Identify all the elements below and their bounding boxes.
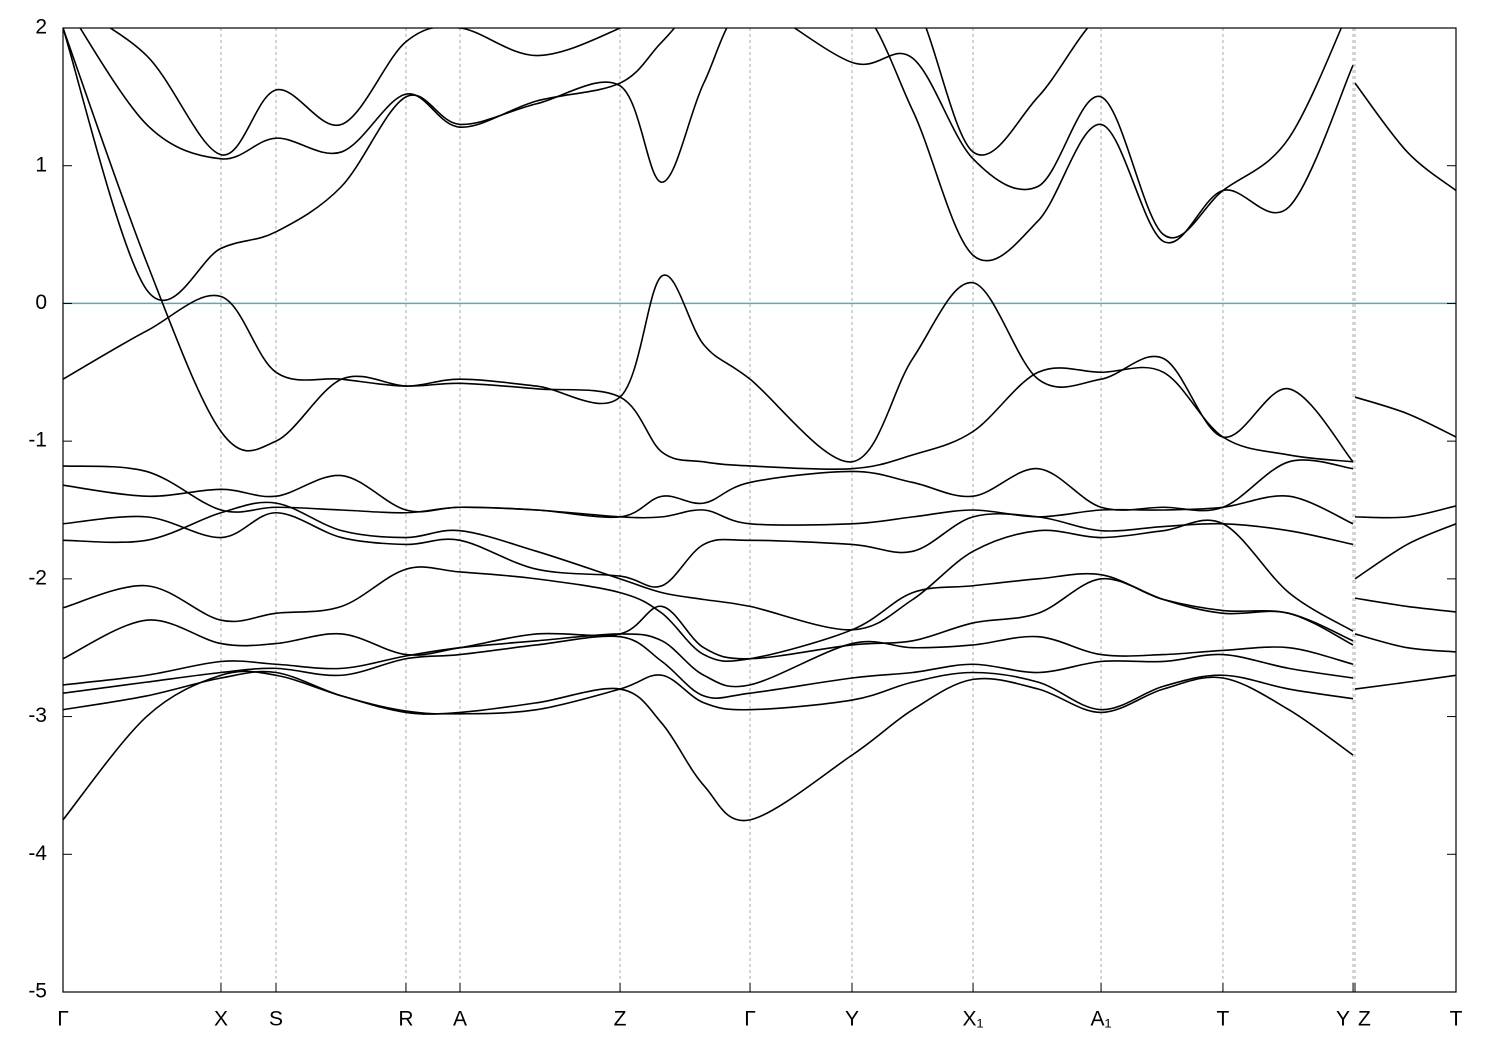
- band-line: [63, 635, 1354, 699]
- y-tick-label: -1: [28, 429, 47, 452]
- x-tick-label: Z: [614, 1008, 627, 1031]
- band-line: [63, 633, 1354, 688]
- x-tick-label: S: [269, 1008, 283, 1031]
- y-tick-label: -4: [28, 842, 47, 865]
- x-tick-label: T: [1217, 1008, 1230, 1031]
- band-line: [63, 465, 1354, 526]
- x-tick-label: T: [1450, 1008, 1463, 1031]
- x-tick-label: A: [453, 1008, 467, 1031]
- y-tick-label: -5: [28, 980, 47, 1003]
- band-line: [1354, 523, 1456, 580]
- band-line: [63, 670, 1354, 715]
- x-tick-label: Γ: [744, 1008, 756, 1031]
- band-line: [108, 28, 1089, 156]
- band-line: [79, 28, 1343, 239]
- band-line: [1354, 633, 1456, 653]
- x-tick-label: Z: [1358, 1008, 1371, 1031]
- band-line: [63, 670, 1354, 822]
- plot-frame: [62, 27, 1457, 993]
- y-tick-label: 1: [35, 153, 47, 176]
- band-line: [63, 577, 1354, 660]
- y-tick-label: 2: [35, 16, 47, 39]
- y-tick-label: -3: [28, 704, 47, 727]
- band-line: [1354, 674, 1456, 690]
- band-line: [1354, 396, 1456, 438]
- x-tick-label: Y: [845, 1008, 859, 1031]
- x-tick-label: Γ: [57, 1008, 69, 1031]
- x-tick-label: X₁: [963, 1008, 984, 1031]
- x-tick-label: X: [214, 1008, 228, 1031]
- band-line: [63, 28, 1354, 301]
- band-line: [63, 274, 1354, 463]
- band-line: [1354, 597, 1456, 613]
- band-line: [1355, 505, 1456, 519]
- grid: [63, 28, 1456, 992]
- band-line: [63, 459, 1354, 519]
- band-line: [63, 511, 1354, 588]
- bands: [63, 28, 1456, 822]
- band-line: [63, 501, 1354, 632]
- x-tick-label: R: [398, 1008, 413, 1031]
- x-tick-label: A₁: [1091, 1008, 1112, 1031]
- band-line: [1354, 82, 1456, 192]
- x-tick-label: Y: [1336, 1008, 1350, 1031]
- y-tick-label: 0: [35, 291, 47, 314]
- y-tick-label: -2: [28, 566, 47, 589]
- band-line: [63, 28, 1354, 471]
- band-line: [63, 566, 1354, 663]
